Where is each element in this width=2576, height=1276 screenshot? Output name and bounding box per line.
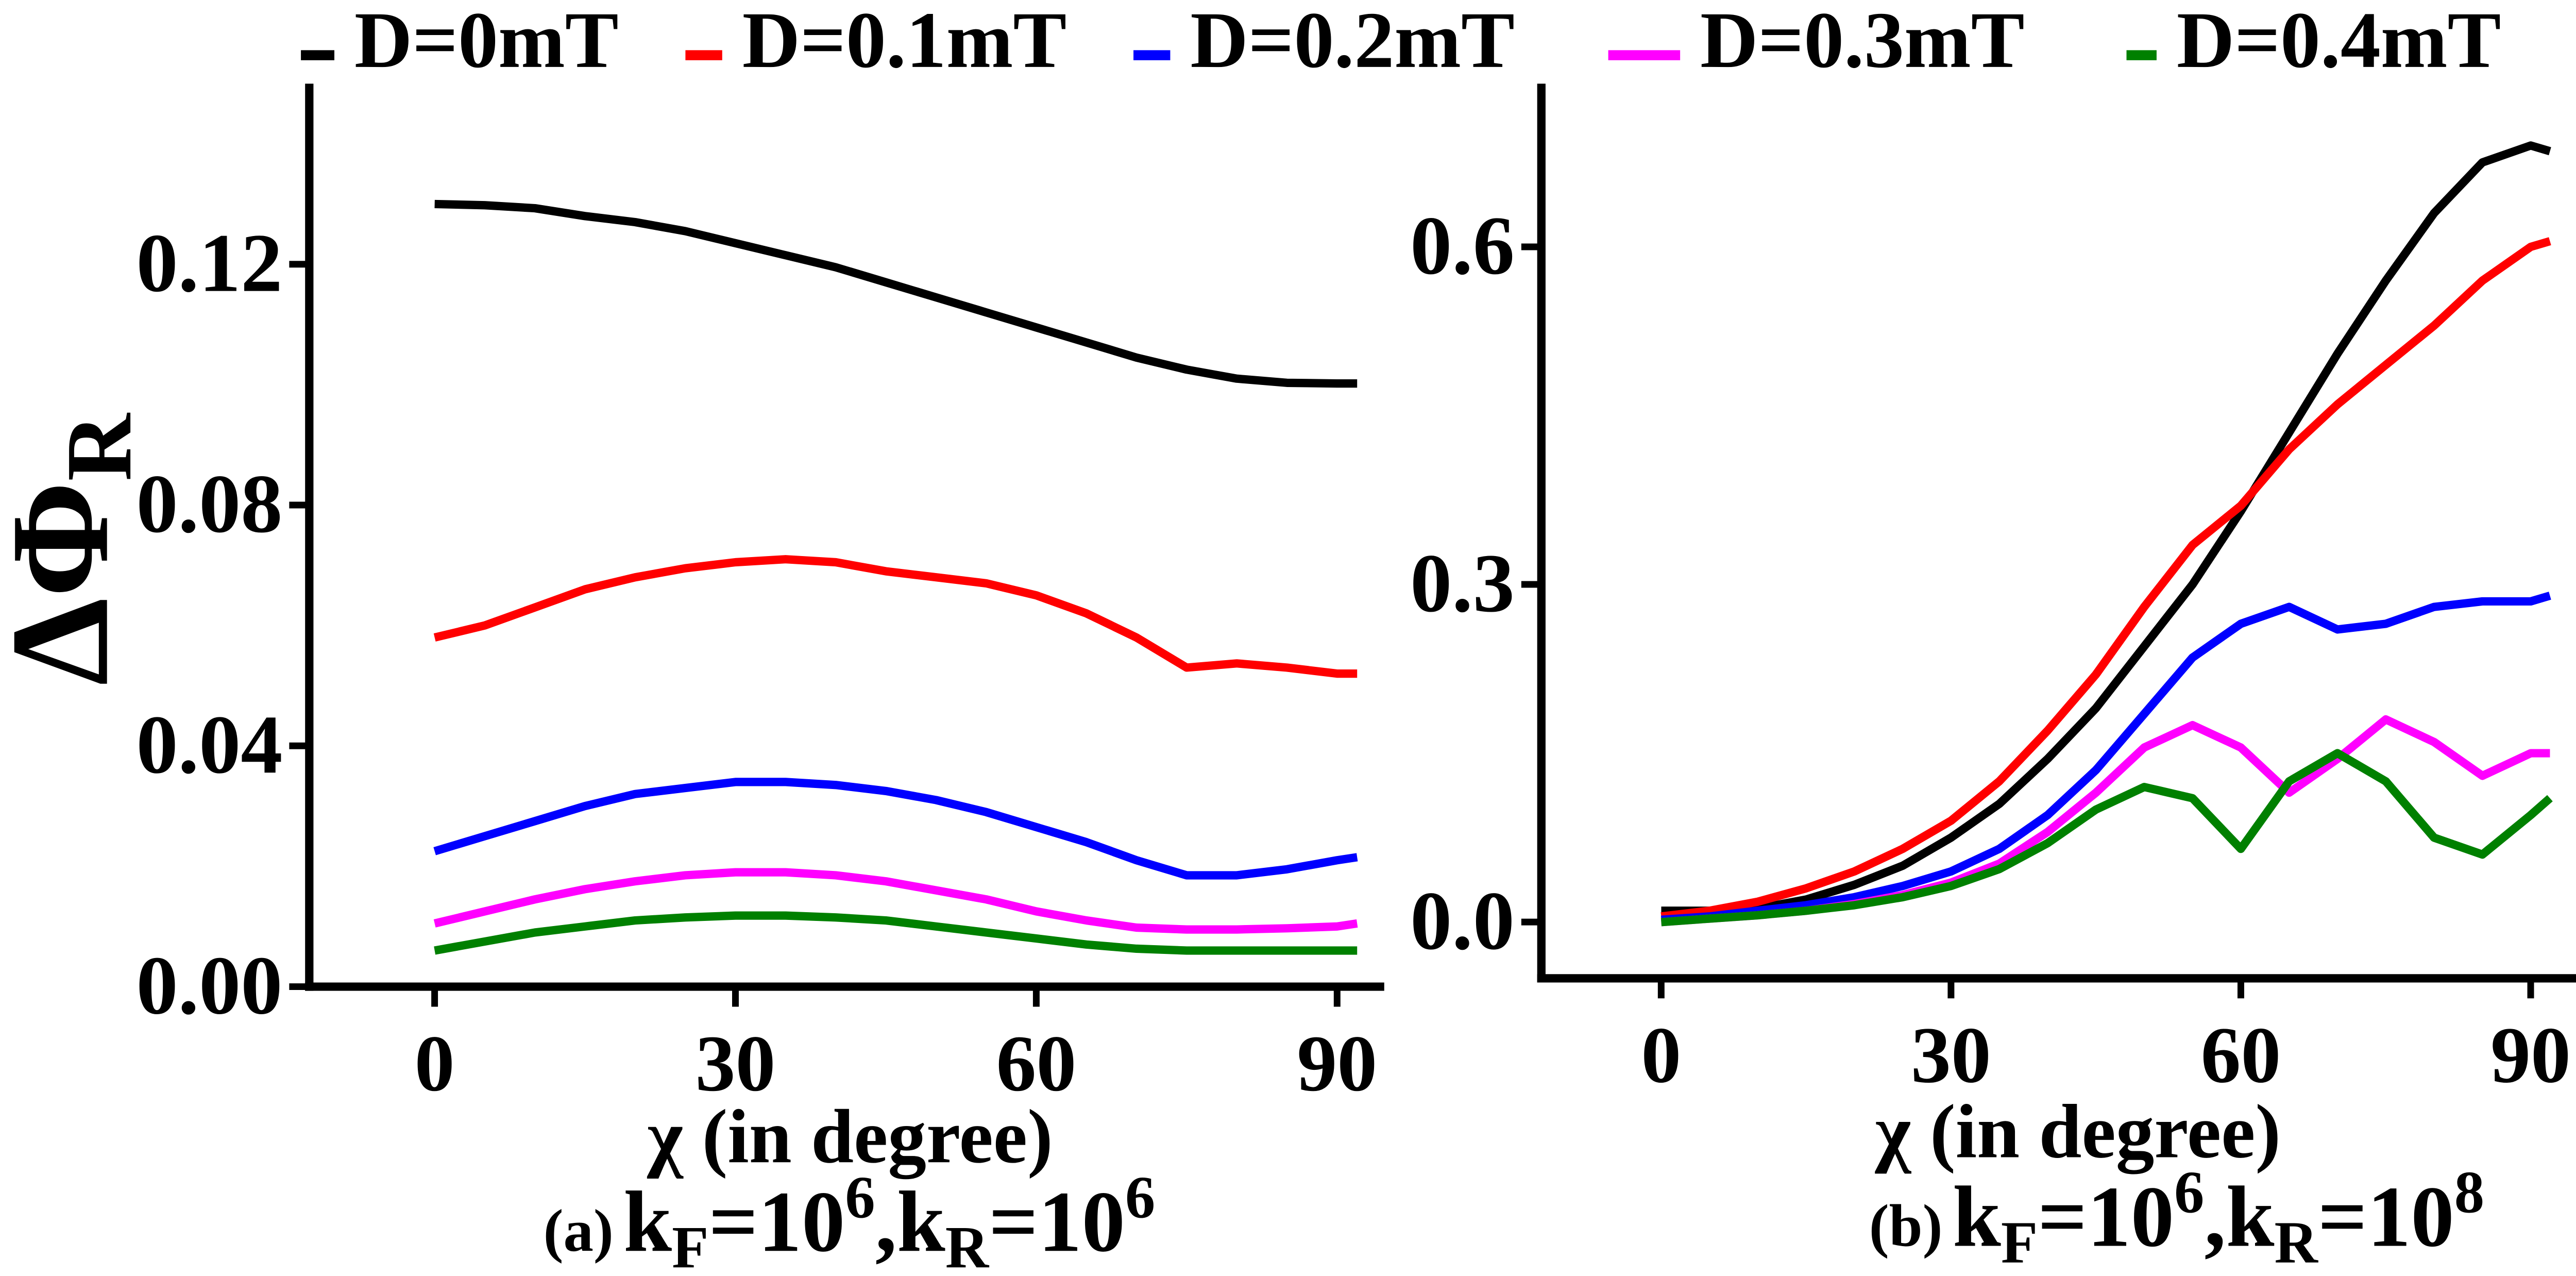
caption-part: 6	[845, 1164, 875, 1231]
x-tick-label: 30	[696, 1019, 776, 1108]
line-series	[433, 778, 1358, 880]
x-axis-label: χ (in degree)	[1875, 1089, 2281, 1174]
x-tick-label: 30	[1911, 1011, 1991, 1100]
caption-part: ,k	[2204, 1169, 2274, 1265]
y-axis-label: ΔΦR	[0, 413, 151, 686]
caption-part: 6	[2174, 1160, 2204, 1226]
caption-part: R	[2274, 1210, 2318, 1276]
caption-part: (a)	[544, 1198, 614, 1264]
line-series	[1660, 592, 2551, 924]
x-tick-label: 60	[996, 1019, 1077, 1108]
caption-part: k	[623, 1174, 672, 1270]
legend-label: D=0.4mT	[2177, 0, 2501, 85]
caption-part: 6	[1125, 1164, 1155, 1231]
y-tick-label: 0.04	[136, 698, 282, 791]
caption-part: k	[1953, 1169, 2001, 1265]
legend-label: D=0mT	[354, 0, 619, 85]
line-series	[434, 199, 1358, 388]
caption: (a) kF=106,kR=106	[544, 1164, 1156, 1276]
line-series	[433, 555, 1358, 678]
x-tick-label: 60	[2201, 1011, 2281, 1100]
caption: (b) kF=106,kR=108	[1869, 1160, 2484, 1276]
caption-part: =10	[989, 1174, 1125, 1270]
x-tick-label: 90	[2490, 1011, 2571, 1100]
line-series	[1660, 749, 2553, 927]
y-label-main: ΔΦ	[0, 481, 138, 686]
x-tick-label: 0	[415, 1019, 455, 1108]
y-tick-label: 0.3	[1410, 537, 1515, 630]
line-series	[433, 868, 1358, 934]
y-tick-label: 0.00	[136, 939, 282, 1032]
caption-part: =10	[2318, 1169, 2454, 1265]
caption-part: (b)	[1869, 1193, 1943, 1260]
caption-part: F	[2001, 1210, 2038, 1276]
y-label-subscript: R	[47, 413, 151, 481]
legend-label: D=0.1mT	[742, 0, 1067, 85]
line-series	[1661, 141, 2551, 915]
y-tick-label: 0.6	[1410, 199, 1515, 292]
x-tick-label: 90	[1297, 1019, 1377, 1108]
caption-part: R	[945, 1215, 990, 1276]
line-series	[1660, 237, 2551, 921]
caption-part: =10	[2038, 1169, 2174, 1265]
caption-part: =10	[708, 1174, 845, 1270]
line-series	[434, 911, 1358, 955]
y-tick-label: 0.08	[136, 458, 282, 550]
x-axis-label: χ (in degree)	[647, 1094, 1053, 1179]
y-tick-label: 0.0	[1410, 875, 1515, 967]
legend-label: D=0.2mT	[1190, 0, 1515, 85]
caption-part: F	[672, 1215, 708, 1276]
caption-part: ,k	[875, 1174, 945, 1270]
x-tick-label: 0	[1641, 1011, 1681, 1100]
legend-label: D=0.3mT	[1700, 0, 2025, 85]
y-tick-label: 0.12	[136, 217, 282, 310]
caption-part: 8	[2454, 1160, 2484, 1226]
